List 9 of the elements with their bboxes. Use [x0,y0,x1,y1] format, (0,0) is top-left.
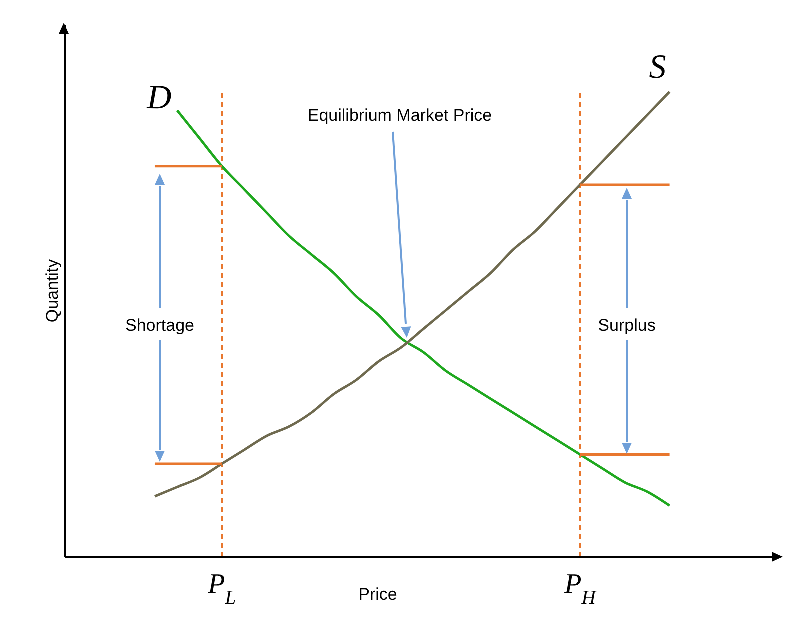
x-axis-title: Price [358,585,398,604]
annotation: Surplus [598,316,656,335]
series-label: S [649,48,666,86]
x-tick-label: P$_{H}$ [564,569,598,608]
y-axis-title: Quantity [43,258,62,323]
annotation: Equilibrium Market Price [308,106,492,125]
series-label: D [146,80,172,117]
annotation: Shortage [126,316,194,335]
x-tick-label: P$_{L}$ [207,569,236,608]
